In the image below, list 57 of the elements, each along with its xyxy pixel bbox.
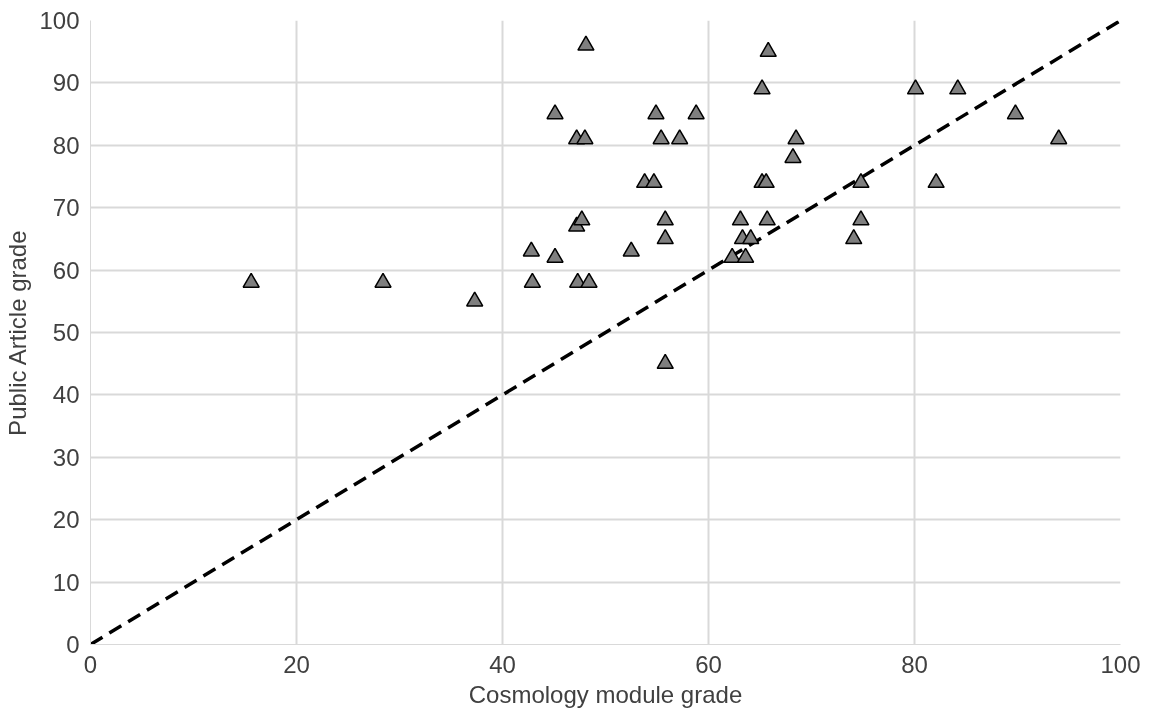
point: [622, 241, 640, 257]
y-tick-label: 30: [52, 443, 80, 471]
point: [242, 272, 260, 288]
point: [546, 247, 564, 263]
point: [844, 228, 863, 245]
y-tick-label: 90: [52, 69, 80, 97]
point: [736, 247, 755, 263]
point: [652, 129, 670, 145]
y-tick-label: 60: [52, 256, 80, 284]
point: [522, 241, 541, 257]
point: [723, 247, 741, 263]
point: [577, 35, 595, 51]
y-tick-label: 10: [52, 568, 80, 596]
point: [949, 79, 967, 95]
point: [645, 172, 663, 189]
point: [784, 147, 802, 164]
point: [787, 129, 805, 145]
point: [656, 353, 674, 370]
point: [580, 272, 598, 288]
point: [670, 129, 689, 145]
point: [1006, 104, 1025, 120]
point: [656, 228, 674, 245]
y-tick-label: 50: [52, 319, 80, 346]
x-tick-label: 0: [83, 650, 98, 678]
point: [741, 228, 760, 245]
y-tick-label: 20: [52, 506, 80, 534]
x-axis-title: Cosmology module grade: [468, 680, 743, 708]
point: [852, 172, 870, 189]
point: [576, 129, 594, 145]
point: [758, 210, 776, 226]
y-tick-label: 70: [52, 194, 80, 222]
point: [465, 291, 484, 307]
y-tick-label: 80: [52, 131, 80, 159]
point: [759, 41, 777, 58]
point: [374, 272, 392, 288]
point: [927, 172, 945, 189]
x-tick-label: 80: [901, 650, 928, 678]
point: [687, 104, 705, 120]
y-tick-label: 100: [39, 7, 80, 34]
y-axis-title: Public Article grade: [4, 230, 32, 436]
point: [1049, 129, 1068, 145]
point: [546, 104, 564, 120]
point: [573, 210, 591, 226]
point: [523, 272, 542, 288]
x-tick-label: 100: [1100, 650, 1141, 678]
y-tick-label: 40: [52, 381, 80, 409]
point: [731, 210, 750, 226]
point: [852, 210, 870, 226]
point: [656, 210, 674, 226]
point: [906, 79, 925, 95]
point: [757, 172, 775, 189]
y-tick-label: 0: [66, 631, 80, 658]
point: [753, 79, 771, 95]
x-tick-label: 20: [283, 650, 310, 678]
x-tick-label: 40: [489, 650, 516, 678]
point: [647, 104, 665, 120]
x-tick-label: 60: [695, 650, 722, 678]
